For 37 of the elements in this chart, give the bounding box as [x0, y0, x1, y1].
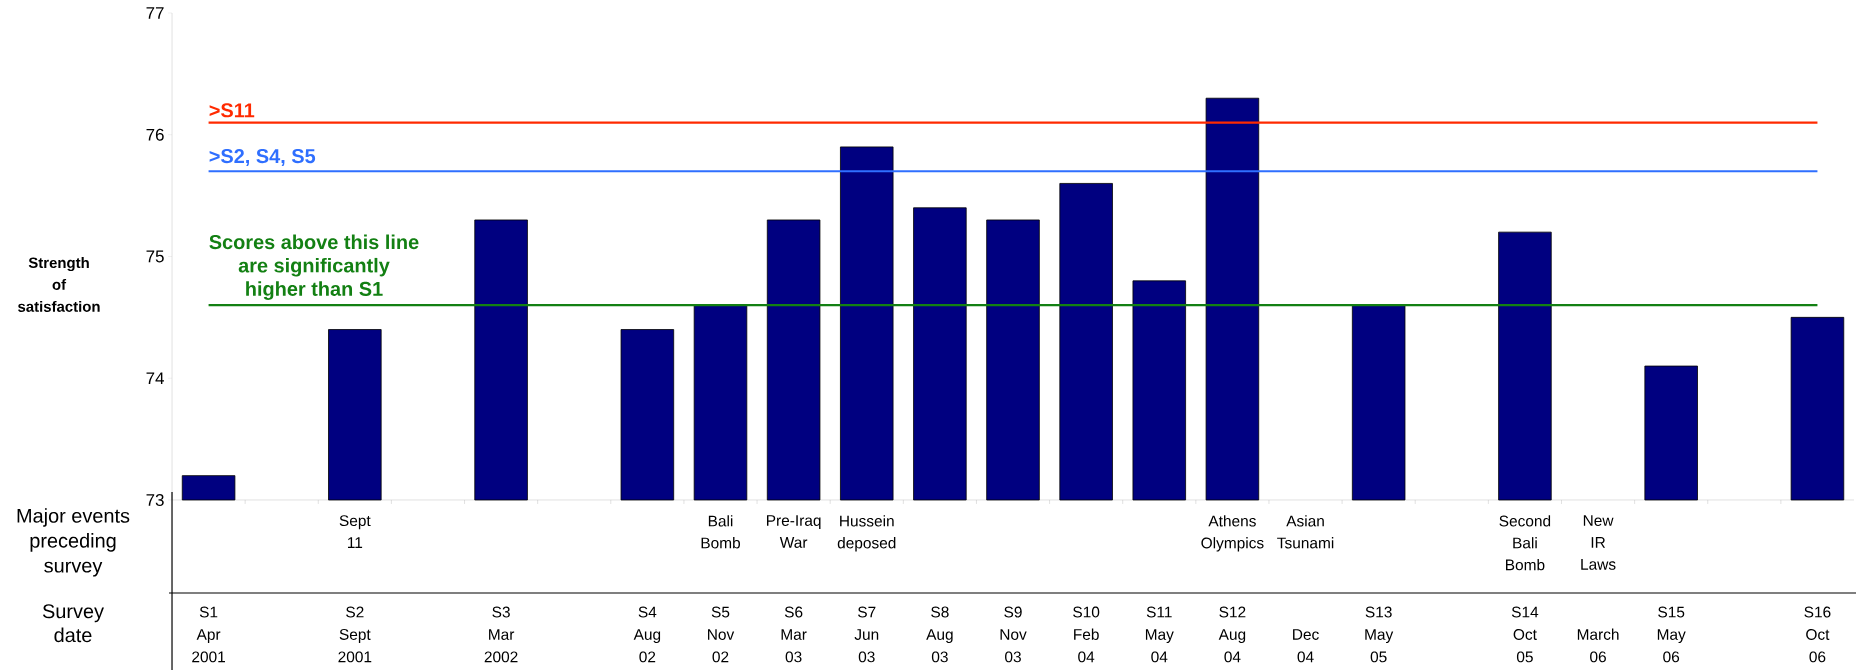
x-tick-label: S15 May 06 [1657, 606, 1686, 663]
x-tick-label: S6 Mar 03 [781, 606, 807, 663]
text: Bali Bomb [701, 515, 741, 549]
y-tick-label: 77 [146, 7, 164, 19]
y-tick-label: 75 [146, 250, 164, 263]
x-tick-label: S10 Feb 04 [1073, 606, 1100, 663]
x-tick-label: S12 Aug 04 [1218, 606, 1246, 663]
y-tick-label: 76 [146, 128, 164, 141]
x-tick-label: S7 Jun 03 [854, 606, 879, 663]
x-tick-label: S8 Aug 03 [926, 606, 953, 663]
x-tick-label: S1 Apr 2001 [192, 606, 225, 663]
ref-line-label: >S2, S4, S5 [209, 149, 316, 167]
text: New IR Laws [1581, 515, 1616, 570]
x-tick-label: S3 Mar 2002 [484, 606, 518, 663]
x-tick-label: S14 Oct 05 [1511, 606, 1539, 663]
text: Major events preceding survey [17, 508, 130, 577]
x-tick-label: S9 Nov 03 [1000, 606, 1027, 663]
x-tick-label: S13 May 05 [1365, 606, 1394, 663]
x-tick-label: S2 Sept 2001 [338, 606, 372, 663]
x-tick-label: S4 Aug 02 [633, 606, 661, 663]
x-tick-label: Dec 04 [1293, 629, 1319, 663]
text: Second Bali Bomb [1499, 515, 1551, 571]
x-tick-label: S16 Oct 06 [1804, 606, 1831, 663]
text: Sept 11 [339, 515, 371, 548]
x-tick-label: March 06 [1577, 628, 1619, 663]
x-tick-label: S11 May 04 [1145, 606, 1174, 663]
text: Hussein deposed [837, 515, 896, 552]
y-tick-label: 74 [146, 372, 164, 385]
text: Athens Olympics [1201, 515, 1264, 552]
ref-line-label: Scores above this line are significantly higher than S1 [209, 234, 419, 300]
y-axis-title: Strength of satisfaction [18, 257, 100, 312]
x-tick-label: S5 Nov 02 [708, 606, 735, 663]
text: Pre-Iraq War [767, 515, 821, 548]
y-tick-label: 73 [146, 493, 164, 506]
x-axis-title: Survey date [42, 604, 104, 643]
ref-line-label: >S11 [209, 103, 255, 118]
text: Asian Tsunami [1277, 515, 1334, 549]
